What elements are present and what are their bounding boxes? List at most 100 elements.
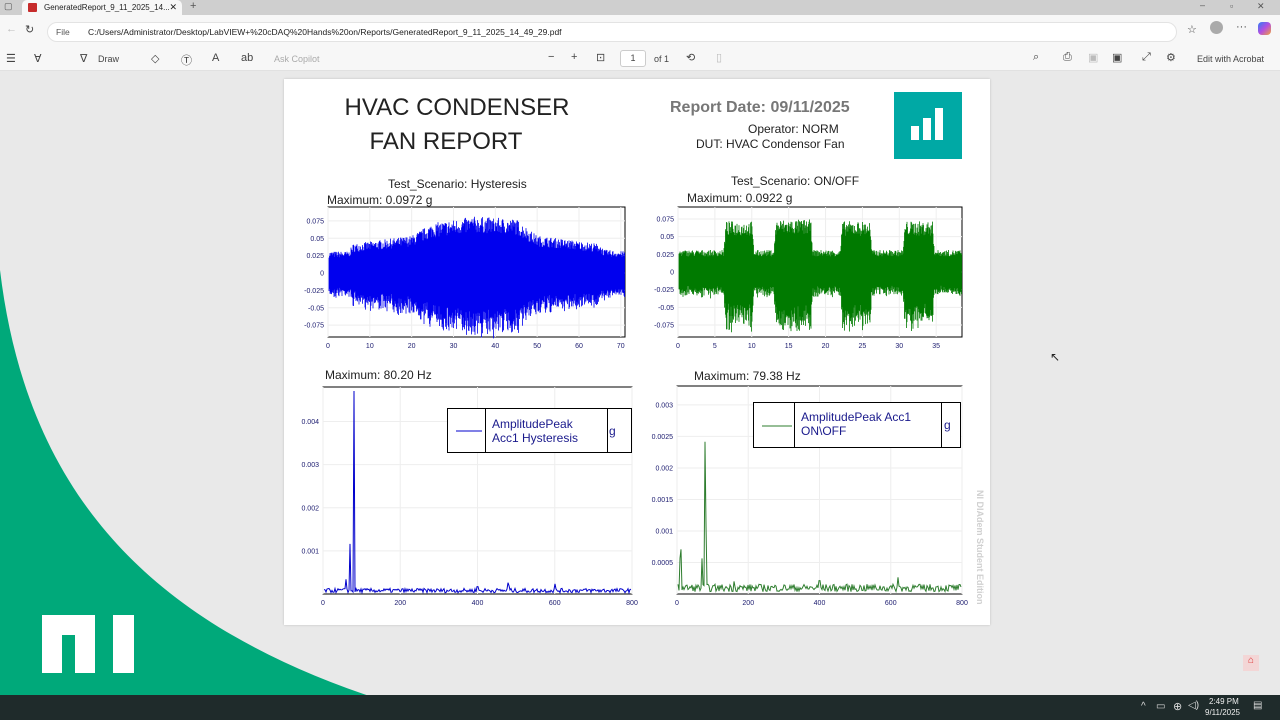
browser-tab-bar: ▢ GeneratedReport_9_11_2025_14... ✕ + – ▫… (0, 0, 1280, 15)
x-tick-label: 400 (472, 600, 484, 607)
y-tick-label: -0.05 (658, 305, 674, 312)
x-tick-label: 200 (394, 600, 406, 607)
y-tick-label: 0.004 (301, 419, 319, 426)
page-number-input[interactable]: 1 (620, 50, 646, 67)
legend-unit: g (609, 424, 616, 438)
y-tick-label: -0.075 (304, 323, 324, 330)
spectrum-series (677, 441, 962, 594)
y-tick-label: 0 (320, 271, 324, 278)
settings-gear-icon[interactable]: ⚙ (1166, 52, 1176, 64)
y-tick-label: 0.05 (660, 234, 674, 241)
page-view-icon[interactable]: ▯ (716, 52, 723, 64)
x-tick-label: 60 (575, 343, 583, 350)
edit-with-acrobat-button[interactable]: Edit with Acrobat (1197, 54, 1265, 64)
report-logo (894, 92, 962, 159)
clock-time[interactable]: 2:49 PM (1209, 697, 1239, 706)
y-tick-label: 0.05 (310, 236, 324, 243)
profile-avatar[interactable] (1210, 21, 1223, 34)
x-tick-label: 15 (785, 343, 793, 350)
battery-icon[interactable]: ▭ (1156, 701, 1166, 712)
x-tick-label: 20 (408, 343, 416, 350)
url-text: C:/Users/Administrator/Desktop/LabVIEW+%… (88, 27, 562, 37)
new-tab-button[interactable]: + (190, 0, 197, 12)
file-badge: File (56, 27, 70, 37)
x-tick-label: 25 (859, 343, 867, 350)
draw-button[interactable]: Draw (98, 54, 120, 64)
url-field[interactable]: File C:/Users/Administrator/Desktop/LabVI… (47, 22, 1177, 42)
x-tick-label: 30 (450, 343, 458, 350)
minimize-button[interactable]: – (1200, 0, 1206, 10)
y-tick-label: 0.002 (655, 465, 673, 472)
x-tick-label: 800 (956, 600, 968, 607)
y-tick-label: 0.003 (655, 402, 673, 409)
copilot-icon[interactable] (1258, 22, 1271, 35)
contents-icon[interactable]: ☰ (6, 53, 16, 65)
tab-actions-icon[interactable]: ▢ (4, 1, 13, 11)
y-tick-label: 0.025 (656, 252, 674, 259)
more-icon[interactable]: ··· (1236, 21, 1247, 33)
clock-date[interactable]: 9/11/2025 (1205, 708, 1240, 717)
x-tick-label: 800 (626, 600, 638, 607)
x-tick-label: 30 (895, 343, 903, 350)
tab-title: GeneratedReport_9_11_2025_14... (44, 3, 170, 12)
draw-icon[interactable]: ∇ (80, 53, 88, 65)
highlight-icon[interactable]: ∀ (34, 53, 42, 65)
eraser-icon[interactable]: ◇ (151, 53, 160, 65)
x-tick-label: 400 (814, 600, 826, 607)
chart4-legend: AmplitudePeak Acc1 ON\OFF g (753, 402, 961, 448)
y-tick-label: 0.003 (301, 462, 319, 469)
network-globe-icon[interactable]: ⊕ (1173, 701, 1183, 713)
zoom-in-button[interactable]: + (571, 51, 578, 63)
page-total: of 1 (654, 54, 670, 64)
x-tick-label: 600 (885, 600, 897, 607)
volume-icon[interactable]: ◁) (1188, 700, 1200, 711)
report-date: Report Date: 09/11/2025 (670, 99, 850, 116)
dut: DUT: HVAC Condensor Fan (696, 137, 845, 151)
save-as-icon[interactable]: ▣ (1112, 52, 1123, 64)
ask-copilot-button[interactable]: Ask Copilot (274, 54, 320, 64)
y-tick-label: 0.001 (301, 548, 319, 555)
restore-button[interactable]: ▫ (1230, 1, 1234, 11)
waveform-series (678, 219, 962, 333)
x-tick-label: 35 (932, 343, 940, 350)
translate-icon[interactable]: ab (241, 52, 254, 64)
save-icon[interactable]: ▣ (1088, 52, 1099, 64)
chart2-title: Test_Scenario: ON/OFF (731, 174, 860, 188)
mouse-cursor: ↖ (1050, 350, 1061, 364)
chart-1: 0 10 20 30 40 50 60 70 0.075 0.05 0.025 0 -0.025 -0.0… (304, 206, 626, 350)
y-tick-label: -0.05 (308, 305, 324, 312)
acrobat-icon[interactable]: ⌂ (1243, 655, 1259, 671)
chart3-legend: AmplitudePeak Acc1 Hysteresis g (447, 408, 632, 453)
notifications-icon[interactable]: ▤ (1253, 700, 1263, 711)
x-tick-label: 0 (321, 600, 325, 607)
print-icon[interactable]: ⎙ (1063, 51, 1072, 63)
report-title-line2: FAN REPORT (369, 128, 523, 155)
close-window-button[interactable]: ✕ (1257, 1, 1265, 11)
refresh-icon[interactable]: ↻ (25, 24, 35, 36)
x-tick-label: 600 (549, 600, 561, 607)
search-icon[interactable]: ⌕ (1033, 51, 1040, 63)
browser-tab[interactable]: GeneratedReport_9_11_2025_14... ✕ (22, 0, 182, 15)
back-icon[interactable]: ← (6, 23, 17, 35)
pdf-icon (28, 3, 37, 12)
favorites-icon[interactable]: ☆ (1187, 24, 1197, 36)
y-tick-label: 0.0015 (652, 497, 674, 504)
read-aloud-icon[interactable]: A (212, 52, 220, 64)
y-tick-label: -0.025 (304, 288, 324, 295)
taskbar: ^ ▭ ⊕ ◁) 2:49 PM 9/11/2025 ▤ (0, 695, 1280, 720)
x-tick-label: 5 (713, 343, 717, 350)
zoom-out-button[interactable]: − (548, 51, 555, 63)
fit-page-icon[interactable]: ⊡ (596, 52, 606, 64)
legend-unit: g (944, 418, 951, 432)
show-hidden-icons[interactable]: ^ (1141, 701, 1146, 712)
legend-series-name: AmplitudePeak Acc1 Hysteresis (485, 409, 608, 452)
y-tick-label: 0.002 (301, 505, 319, 512)
rotate-icon[interactable]: ⟲ (686, 52, 696, 64)
close-tab-icon[interactable]: ✕ (169, 2, 177, 12)
text-box-icon[interactable]: Ⓣ (181, 55, 192, 67)
report-title-line1: HVAC CONDENSER (344, 94, 570, 121)
fullscreen-icon[interactable]: ⤢ (1142, 51, 1151, 63)
y-tick-label: 0.001 (655, 528, 673, 535)
